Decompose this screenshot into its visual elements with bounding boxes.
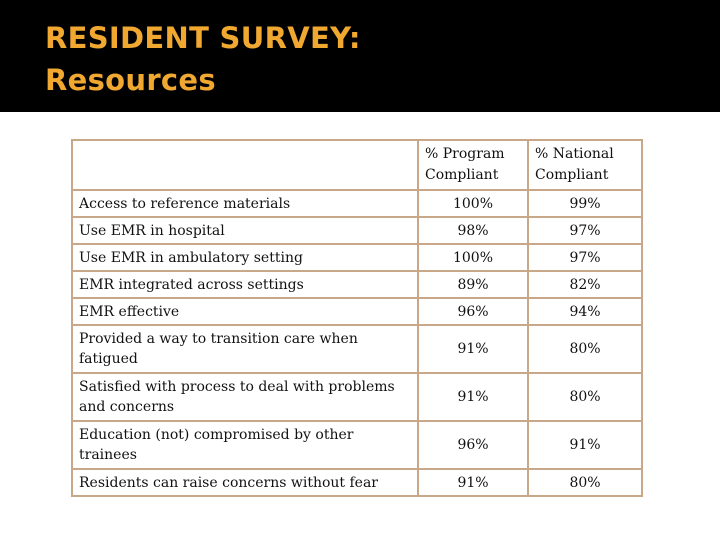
row-label: Access to reference materials xyxy=(71,189,419,218)
table-row: Use EMR in ambulatory setting 100% 97% xyxy=(71,243,643,272)
national-value: 97% xyxy=(527,216,643,245)
national-value: 99% xyxy=(527,189,643,218)
slide-title: RESIDENT SURVEY: Resources xyxy=(45,17,361,101)
row-label: Provided a way to transition care when f… xyxy=(71,324,419,374)
row-label: Residents can raise concerns without fea… xyxy=(71,468,419,497)
row-label: Education (not) compromised by other tra… xyxy=(71,420,419,470)
title-band xyxy=(0,0,720,112)
program-value: 89% xyxy=(417,270,529,299)
program-value: 91% xyxy=(417,324,529,374)
program-value: 91% xyxy=(417,468,529,497)
program-value: 98% xyxy=(417,216,529,245)
row-label: Use EMR in ambulatory setting xyxy=(71,243,419,272)
national-value: 91% xyxy=(527,420,643,470)
national-value: 97% xyxy=(527,243,643,272)
program-value: 91% xyxy=(417,372,529,422)
title-line-1: RESIDENT SURVEY: xyxy=(45,21,361,55)
program-value: 96% xyxy=(417,420,529,470)
table-row: Provided a way to transition care when f… xyxy=(71,324,643,374)
row-label: EMR effective xyxy=(71,297,419,326)
table-row: EMR effective 96% 94% xyxy=(71,297,643,326)
table-row: Education (not) compromised by other tra… xyxy=(71,420,643,470)
national-value: 80% xyxy=(527,372,643,422)
national-value: 82% xyxy=(527,270,643,299)
national-value: 80% xyxy=(527,324,643,374)
row-label: EMR integrated across settings xyxy=(71,270,419,299)
program-value: 96% xyxy=(417,297,529,326)
row-label: Satisfied with process to deal with prob… xyxy=(71,372,419,422)
table-row: EMR integrated across settings 89% 82% xyxy=(71,270,643,299)
table-row: Satisfied with process to deal with prob… xyxy=(71,372,643,422)
table-row: Use EMR in hospital 98% 97% xyxy=(71,216,643,245)
national-value: 94% xyxy=(527,297,643,326)
table-header-row: % Program Compliant % National Compliant xyxy=(71,139,643,191)
header-program-compliant: % Program Compliant xyxy=(417,139,529,191)
table-row: Access to reference materials 100% 99% xyxy=(71,189,643,218)
row-label: Use EMR in hospital xyxy=(71,216,419,245)
national-value: 80% xyxy=(527,468,643,497)
title-line-2: Resources xyxy=(45,63,216,97)
program-value: 100% xyxy=(417,243,529,272)
program-value: 100% xyxy=(417,189,529,218)
survey-table: % Program Compliant % National Compliant… xyxy=(71,139,643,497)
header-empty-cell xyxy=(71,139,419,191)
table-row: Residents can raise concerns without fea… xyxy=(71,468,643,497)
header-national-compliant: % National Compliant xyxy=(527,139,643,191)
